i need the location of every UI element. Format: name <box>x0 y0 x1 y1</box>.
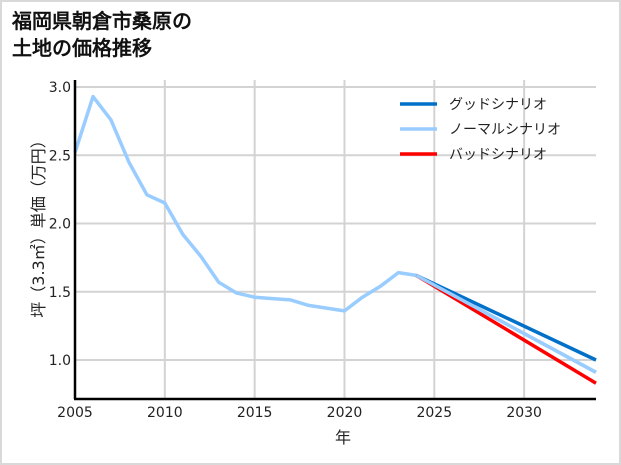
y-tick-label: 1.0 <box>49 353 71 369</box>
chart-title: 福岡県朝倉市桑原の 土地の価格推移 <box>12 8 192 62</box>
chart-title-line-1: 福岡県朝倉市桑原の <box>12 9 192 33</box>
legend-label: グッドシナリオ <box>449 97 547 113</box>
legend-label: バッドシナリオ <box>449 147 547 163</box>
x-tick-label: 2020 <box>327 405 363 421</box>
x-tick-label: 2025 <box>416 405 452 421</box>
tick-labels: 1.0 1.5 2.0 2.5 3.0 2005 2010 2015 2020 2025 2030 <box>49 80 542 421</box>
y-tick-label: 2.0 <box>49 217 71 233</box>
x-tick-label: 2030 <box>506 405 542 421</box>
data-series <box>73 94 597 385</box>
axes <box>73 80 596 401</box>
series-line <box>73 94 597 374</box>
y-tick-label: 2.5 <box>49 148 71 164</box>
y-tick-label: 1.5 <box>49 285 71 301</box>
grid-lines <box>75 80 596 399</box>
y-axis-label: 坪（3.3㎡）単価（万円） <box>29 132 48 318</box>
x-tick-label: 2005 <box>57 405 93 421</box>
x-axis-label: 年 <box>335 428 352 447</box>
series-line <box>415 273 597 362</box>
y-tick-label: 3.0 <box>49 80 71 96</box>
x-tick-label: 2010 <box>147 405 183 421</box>
chart-title-line-2: 土地の価格推移 <box>12 36 152 60</box>
series-line-normal-projection <box>415 273 597 374</box>
legend-label: ノーマルシナリオ <box>449 122 561 138</box>
x-tick-label: 2015 <box>237 405 273 421</box>
